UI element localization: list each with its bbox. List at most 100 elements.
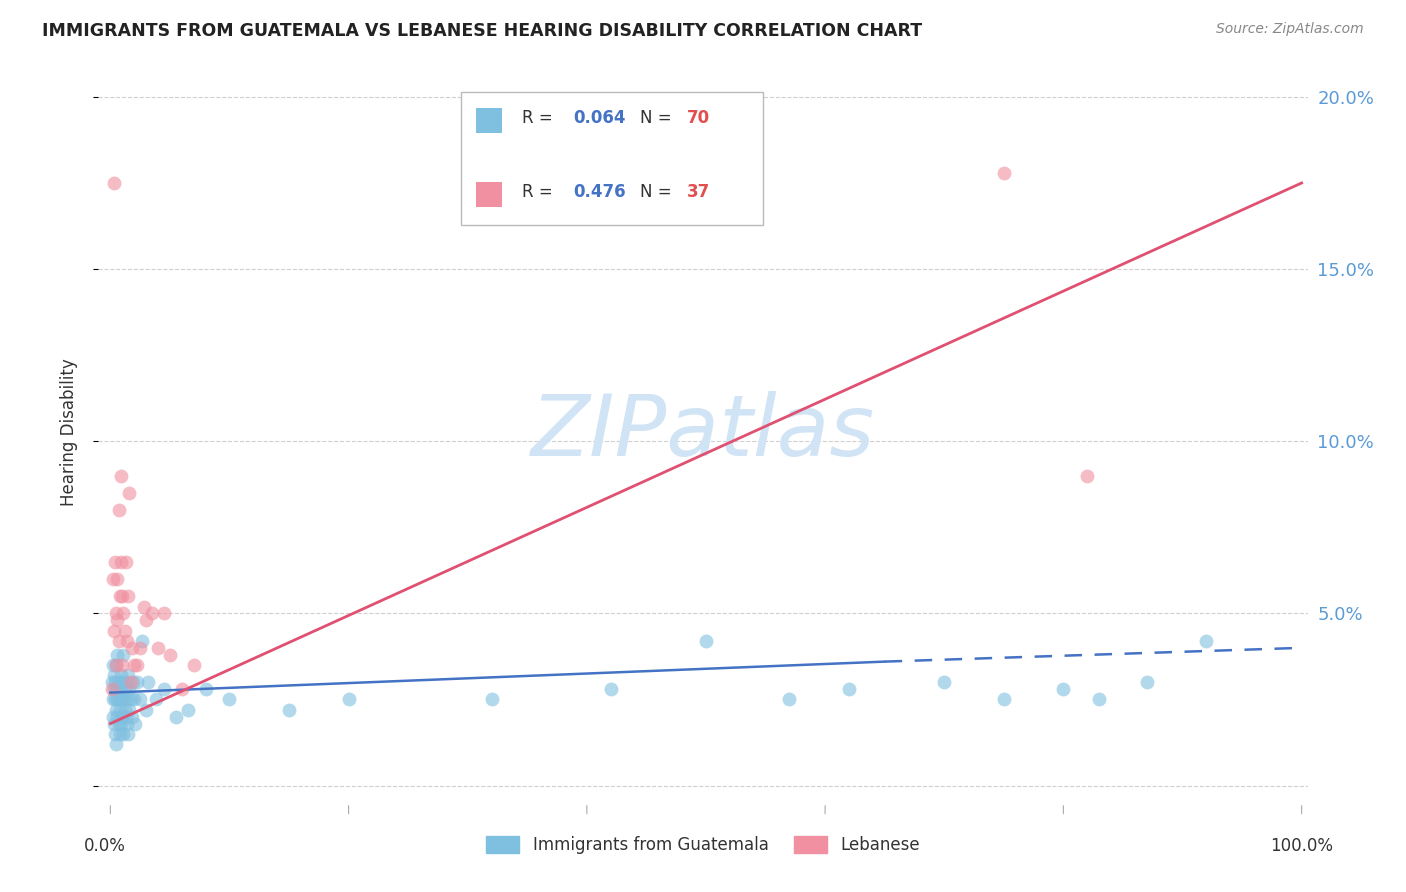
Text: ZIP​atlas: ZIP​atlas (531, 391, 875, 475)
Point (695, 634, 717, 648)
Point (101, 658, 124, 673)
Point (165, 709, 187, 723)
Point (105, 658, 128, 673)
Point (104, 727, 127, 741)
Point (153, 607, 176, 621)
Point (122, 658, 145, 673)
Point (103, 716, 125, 731)
Point (778, 692, 800, 706)
Point (103, 624, 125, 638)
Point (146, 640, 169, 655)
Point (110, 668, 132, 682)
Point (337, 692, 360, 706)
Point (107, 709, 129, 723)
Point (159, 648, 181, 662)
Point (104, 692, 127, 706)
Point (107, 716, 129, 731)
Point (110, 692, 132, 706)
Point (183, 658, 205, 673)
Point (993, 166, 1015, 180)
Point (1076, 468, 1098, 483)
Text: N =: N = (640, 109, 678, 127)
Point (114, 555, 136, 569)
Point (107, 634, 129, 648)
Point (135, 703, 157, 717)
Point (101, 692, 124, 706)
Point (599, 682, 621, 697)
Point (115, 692, 138, 706)
Point (118, 703, 141, 717)
Bar (475, 182, 502, 207)
Point (135, 613, 157, 627)
Point (194, 682, 217, 697)
Point (105, 737, 128, 751)
Bar (475, 108, 502, 133)
Text: 37: 37 (688, 183, 710, 201)
Point (107, 572, 129, 586)
Point (103, 176, 125, 190)
Point (107, 675, 129, 690)
Point (117, 668, 139, 682)
Point (110, 716, 132, 731)
Point (1136, 675, 1159, 690)
Point (129, 692, 152, 706)
Point (114, 682, 136, 697)
Point (101, 709, 124, 723)
Point (129, 640, 152, 655)
Text: 0.476: 0.476 (574, 183, 626, 201)
Text: R =: R = (522, 183, 558, 201)
Legend: Immigrants from Guatemala, Lebanese: Immigrants from Guatemala, Lebanese (479, 830, 927, 861)
Point (107, 613, 129, 627)
Point (117, 727, 139, 741)
Text: R =: R = (522, 109, 558, 127)
Point (170, 682, 193, 697)
Point (278, 703, 301, 717)
Point (118, 682, 141, 697)
Point (107, 692, 129, 706)
Point (145, 692, 167, 706)
FancyBboxPatch shape (461, 92, 763, 226)
Point (112, 727, 135, 741)
Point (121, 709, 143, 723)
Point (118, 486, 141, 500)
Point (103, 682, 125, 697)
Point (1088, 692, 1111, 706)
Point (107, 692, 129, 706)
Point (131, 634, 153, 648)
Point (153, 682, 176, 697)
Point (100, 675, 122, 690)
Point (104, 555, 127, 569)
Point (120, 692, 142, 706)
Point (993, 692, 1015, 706)
Point (103, 668, 125, 682)
Point (107, 648, 129, 662)
Point (1195, 634, 1218, 648)
Y-axis label: Hearing Disability: Hearing Disability (59, 359, 77, 507)
Point (100, 682, 122, 697)
Point (124, 716, 146, 731)
Point (934, 675, 956, 690)
Point (107, 503, 129, 517)
Point (105, 682, 128, 697)
Point (112, 607, 135, 621)
Point (115, 716, 138, 731)
Point (112, 692, 135, 706)
Point (105, 703, 128, 717)
Point (125, 658, 148, 673)
Point (104, 675, 127, 690)
Point (108, 589, 131, 603)
Point (105, 607, 128, 621)
Point (108, 682, 131, 697)
Text: IMMIGRANTS FROM GUATEMALA VS LEBANESE HEARING DISABILITY CORRELATION CHART: IMMIGRANTS FROM GUATEMALA VS LEBANESE HE… (42, 22, 922, 40)
Point (111, 658, 134, 673)
Text: Source: ZipAtlas.com: Source: ZipAtlas.com (1216, 22, 1364, 37)
Point (125, 675, 148, 690)
Point (122, 675, 145, 690)
Point (122, 692, 145, 706)
Point (108, 703, 131, 717)
Point (110, 468, 132, 483)
Point (117, 589, 139, 603)
Point (120, 675, 142, 690)
Point (111, 589, 134, 603)
Text: N =: N = (640, 183, 678, 201)
